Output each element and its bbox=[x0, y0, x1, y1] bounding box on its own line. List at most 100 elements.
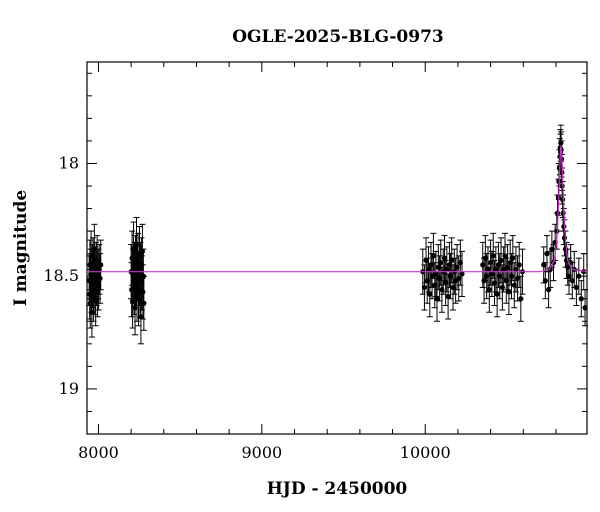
data-point bbox=[139, 248, 145, 254]
data-point bbox=[423, 257, 429, 263]
data-point bbox=[141, 300, 147, 306]
data-point bbox=[90, 293, 97, 300]
data-point bbox=[433, 271, 439, 277]
data-point bbox=[447, 273, 454, 279]
data-point bbox=[129, 298, 136, 304]
error-bars bbox=[86, 124, 589, 345]
data-point bbox=[501, 266, 507, 273]
data-point bbox=[560, 196, 566, 203]
data-point bbox=[140, 289, 146, 295]
data-point bbox=[544, 251, 550, 257]
data-point bbox=[430, 253, 437, 259]
data-point bbox=[454, 264, 460, 270]
data-point bbox=[439, 287, 445, 293]
data-point bbox=[549, 246, 555, 252]
data-point bbox=[482, 255, 488, 261]
x-axis-label: HJD - 2450000 bbox=[267, 479, 408, 499]
data-point bbox=[497, 273, 503, 279]
data-point bbox=[457, 260, 463, 266]
data-point bbox=[547, 266, 553, 273]
data-point bbox=[493, 266, 499, 273]
data-point bbox=[438, 260, 444, 266]
data-point bbox=[449, 257, 455, 263]
data-point bbox=[90, 260, 96, 266]
tick-labels: 8000 9000 10000 18 18.5 19 bbox=[43, 153, 450, 462]
data-point bbox=[427, 291, 433, 297]
data-point bbox=[490, 253, 496, 259]
data-point bbox=[562, 246, 569, 252]
data-point bbox=[446, 262, 453, 268]
data-point bbox=[91, 246, 97, 252]
data-point bbox=[133, 242, 140, 248]
data-point bbox=[131, 266, 138, 273]
data-point bbox=[138, 262, 145, 268]
data-point bbox=[481, 278, 487, 284]
data-point bbox=[428, 262, 434, 268]
data-point bbox=[134, 271, 141, 277]
data-point bbox=[435, 264, 441, 270]
data-point bbox=[94, 257, 100, 263]
data-point bbox=[421, 284, 428, 291]
x-tick-label: 10000 bbox=[400, 443, 451, 462]
data-point bbox=[573, 284, 579, 291]
data-point bbox=[504, 264, 511, 270]
data-point bbox=[424, 278, 430, 284]
data-point bbox=[443, 280, 449, 286]
x-tick-label: 9000 bbox=[241, 443, 282, 462]
data-point bbox=[503, 278, 509, 284]
data-point bbox=[560, 210, 566, 216]
data-point bbox=[578, 296, 584, 302]
data-point bbox=[91, 273, 97, 279]
data-point bbox=[138, 314, 144, 320]
data-point bbox=[434, 296, 440, 302]
y-tick-label: 18 bbox=[59, 153, 79, 172]
data-point bbox=[135, 257, 141, 263]
data-point bbox=[131, 284, 137, 291]
data-point bbox=[87, 300, 93, 306]
data-point bbox=[437, 275, 443, 282]
y-tick-label: 18.5 bbox=[43, 266, 79, 285]
model-curve bbox=[87, 145, 588, 273]
y-axis-label: I magnitude bbox=[11, 190, 31, 307]
data-point bbox=[97, 275, 103, 282]
data-point bbox=[513, 266, 519, 273]
data-point bbox=[425, 266, 432, 273]
data-point bbox=[129, 255, 135, 261]
data-point bbox=[135, 296, 142, 302]
data-point bbox=[514, 275, 521, 282]
data-point bbox=[445, 293, 451, 300]
plot-frame bbox=[86, 61, 588, 435]
data-point bbox=[441, 255, 448, 261]
data-point bbox=[491, 280, 498, 286]
y-tick-label: 19 bbox=[59, 379, 79, 398]
data-point bbox=[582, 305, 588, 311]
data-point bbox=[499, 284, 505, 291]
data-point bbox=[559, 183, 565, 189]
data-point bbox=[518, 296, 524, 302]
data-point bbox=[450, 284, 456, 291]
axis-ticks bbox=[87, 62, 587, 435]
data-point bbox=[508, 273, 515, 279]
data-point bbox=[561, 223, 567, 230]
data-point bbox=[510, 255, 516, 261]
data-point bbox=[546, 287, 552, 293]
data-point bbox=[444, 266, 450, 273]
data-point bbox=[576, 273, 582, 279]
data-point bbox=[95, 289, 101, 295]
data-point bbox=[136, 275, 142, 282]
data-point bbox=[140, 273, 146, 279]
data-point bbox=[98, 262, 104, 268]
data-point bbox=[429, 273, 435, 279]
data-point bbox=[498, 257, 504, 263]
data-point bbox=[134, 291, 140, 297]
data-point bbox=[542, 278, 548, 284]
data-point bbox=[459, 271, 465, 277]
data-point bbox=[541, 262, 547, 268]
data-point bbox=[566, 273, 572, 279]
data-point bbox=[489, 271, 495, 277]
data-point bbox=[90, 280, 96, 286]
data-points bbox=[86, 140, 588, 320]
data-point bbox=[432, 282, 438, 288]
data-point bbox=[486, 287, 492, 293]
